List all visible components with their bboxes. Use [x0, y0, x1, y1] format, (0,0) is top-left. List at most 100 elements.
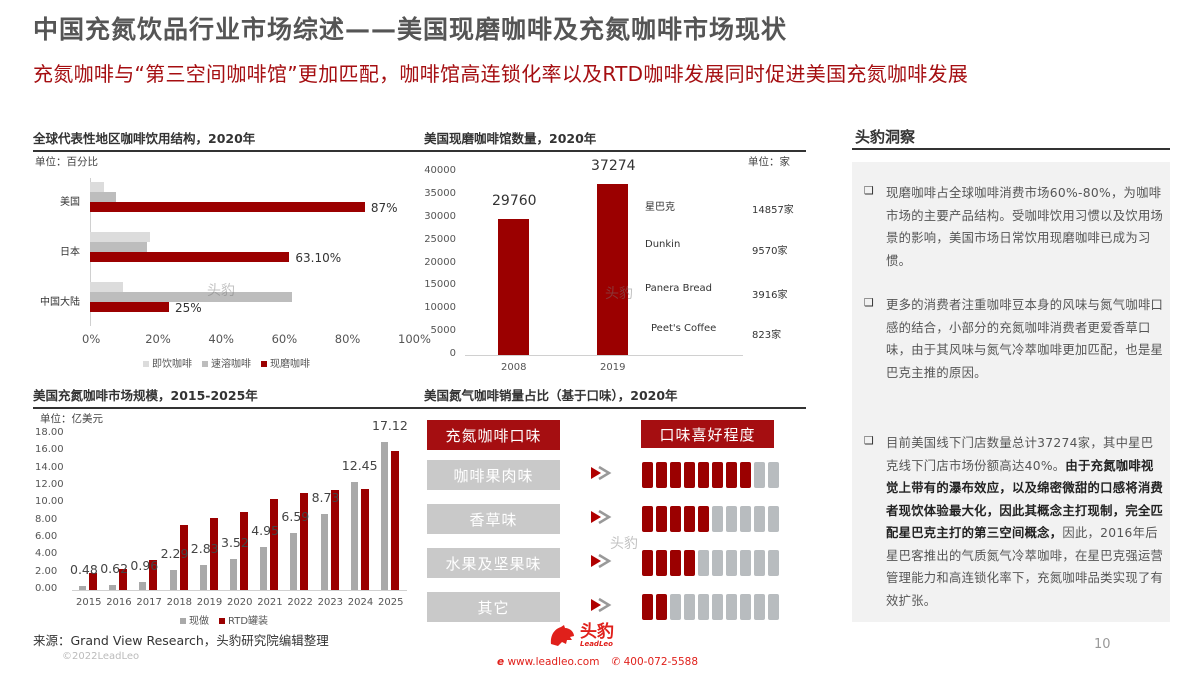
checkbox-bullet-icon: ❑: [864, 296, 874, 309]
meter-pip-filled: [656, 506, 667, 532]
insight-text: 更多的消费者注重咖啡豆本身的风味与氮气咖啡口感的结合，小部分的充氮咖啡消费者更爱…: [886, 298, 1164, 380]
chart2-rule: [418, 150, 806, 152]
meter-pip-empty: [768, 550, 779, 576]
preference-meter: [642, 506, 779, 532]
chart2-y-tick: 20000: [424, 256, 456, 268]
chart2-bar: [597, 184, 628, 355]
brand-count: 823家: [752, 330, 782, 341]
meter-pip-filled: [684, 506, 695, 532]
meter-pip-filled: [712, 462, 723, 488]
legend-item: 速溶咖啡: [202, 355, 251, 370]
meter-pip-empty: [726, 506, 737, 532]
chart1-x-tick: 20%: [145, 332, 171, 346]
chart3-y-tick: 2.00: [35, 565, 58, 577]
website-link[interactable]: e www.leadleo.com: [497, 656, 600, 668]
contact-info: e www.leadleo.com ✆ 400-072-5588: [497, 656, 698, 668]
chart2-y-tick: 15000: [424, 279, 456, 291]
chart1-bar: [90, 282, 124, 292]
insight-item: ❑ 更多的消费者注重咖啡豆本身的风味与氮气咖啡口感的结合，小部分的充氮咖啡消费者…: [864, 294, 1164, 384]
leopard-head-icon: [550, 625, 574, 646]
meter-pip-empty: [698, 594, 709, 620]
chart3-x-tick: 2015: [76, 597, 102, 608]
legend-swatch: [180, 618, 186, 624]
chart3-bar-rtd: [89, 572, 97, 590]
flavor-header: 充氮咖啡口味: [427, 420, 560, 450]
preference-meter: [642, 550, 779, 576]
meter-pip-empty: [670, 594, 681, 620]
chart3-value-label: 17.12: [372, 417, 408, 433]
flavor-label: 香草味: [427, 504, 560, 534]
meter-pip-empty: [712, 506, 723, 532]
double-chevron-right-icon: [591, 553, 612, 569]
chart3-bar-made: [199, 565, 207, 590]
chart3-bar-rtd: [300, 492, 309, 590]
chart1-bar: [90, 232, 151, 242]
chart2-y-tick: 30000: [424, 210, 456, 222]
chart1-x-tick: 40%: [208, 332, 234, 346]
chart1-bar: [90, 202, 365, 212]
chart3-y-tick: 8.00: [35, 513, 58, 525]
checkbox-bullet-icon: ❑: [864, 184, 874, 197]
chart1-x-tick: 0%: [82, 332, 101, 346]
phone-number: ✆ 400-072-5588: [611, 656, 699, 668]
chart3-value-label: 3.52: [221, 535, 249, 551]
meter-pip-empty: [768, 594, 779, 620]
meter-pip-filled: [684, 550, 695, 576]
brand-count: 9570家: [752, 246, 788, 257]
chart2-y-tick: 25000: [424, 233, 456, 245]
meter-pip-filled: [642, 594, 653, 620]
chart3-y-tick: 18.00: [35, 427, 64, 438]
meter-pip-empty: [754, 506, 765, 532]
chart2-value-label: 37274: [591, 158, 636, 175]
legend-swatch: [202, 361, 208, 367]
chart3-bar-made: [320, 514, 328, 590]
meter-pip-empty: [726, 550, 737, 576]
chart3-x-axis: [72, 590, 407, 591]
chart1-value-label: 87%: [370, 201, 398, 215]
page-subtitle: 充氮咖啡与“第三空间咖啡馆”更加匹配，咖啡馆高连锁化率以及RTD咖啡发展同时促进…: [33, 62, 969, 86]
chart3-value-label: 4.95: [251, 523, 280, 539]
insight-rule: [852, 148, 1170, 150]
meter-pip-empty: [698, 550, 709, 576]
double-chevron-right-icon: [591, 509, 612, 525]
chart3-y-tick: 4.00: [35, 548, 58, 560]
chart3-y-tick: 16.00: [35, 444, 64, 456]
chart2-x-tick: 2008: [501, 362, 527, 373]
meter-pip-empty: [768, 506, 779, 532]
chart2-x-axis: [465, 355, 743, 356]
chart1-bar: [90, 302, 169, 312]
chart3-value-label: 6.59: [281, 508, 310, 524]
chart2-y-tick: 40000: [424, 165, 456, 176]
meter-pip-filled: [656, 550, 667, 576]
meter-pip-filled: [698, 462, 709, 488]
chart1-title: 全球代表性地区咖啡饮用结构，2020年: [33, 131, 256, 146]
insight-title: 头豹洞察: [855, 128, 916, 146]
flavor-label: 其它: [427, 592, 560, 622]
meter-pip-empty: [754, 462, 765, 488]
copyright: ©2022LeadLeo: [62, 651, 140, 662]
chart3-bar-rtd: [391, 451, 399, 590]
chart1-x-tick: 100%: [398, 332, 431, 346]
legend-swatch: [261, 361, 267, 367]
flavor-label: 咖啡果肉味: [427, 460, 560, 490]
chart1-category-label: 美国: [60, 197, 80, 208]
chart1-bar: [90, 252, 290, 262]
chart2-title: 美国现磨咖啡馆数量，2020年: [424, 131, 597, 146]
brand-name: Dunkin: [645, 239, 681, 250]
chart3-value-label: 2.83: [190, 541, 219, 557]
meter-pip-empty: [768, 462, 779, 488]
chart3-bar-made: [79, 585, 86, 590]
meter-pip-empty: [684, 594, 695, 620]
chart2-y-tick: 10000: [424, 302, 456, 314]
legend-item: 现磨咖啡: [261, 355, 310, 370]
chart3-bar-rtd: [119, 569, 128, 590]
insight-text: 现磨咖啡占全球咖啡消费市场60%-80%，为咖啡市场的主要产品结构。受咖啡饮用习…: [886, 186, 1164, 268]
chart2-unit: 单位：家: [748, 156, 790, 168]
chart3-bar-rtd: [360, 488, 369, 590]
chart3-value-label: 2.29: [160, 546, 189, 562]
meter-pip-filled: [670, 550, 681, 576]
chart3-rule: [33, 407, 418, 409]
brand-count: 3916家: [752, 290, 788, 301]
page-number: 10: [1094, 637, 1111, 652]
chart1-rule: [33, 150, 418, 152]
